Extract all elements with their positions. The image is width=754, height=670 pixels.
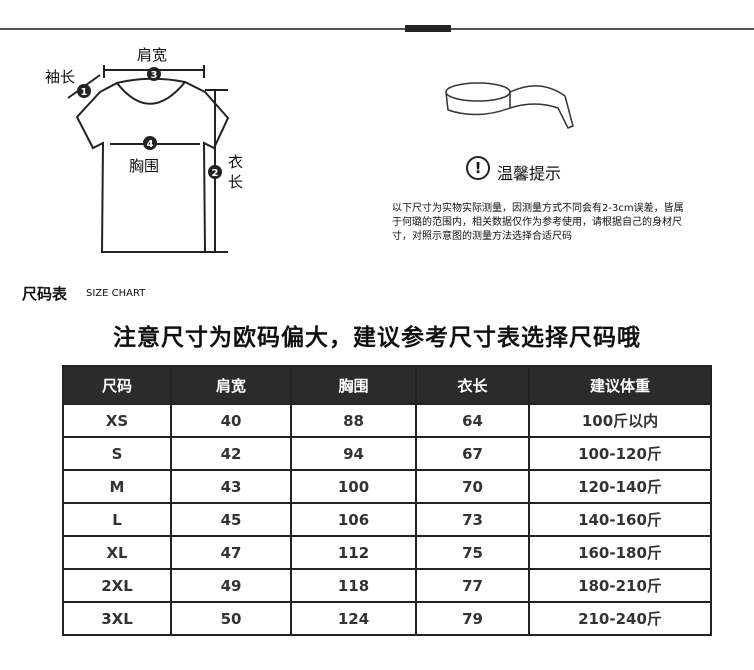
marker-3: 3 xyxy=(151,70,158,81)
table-cell: 64 xyxy=(415,403,530,438)
table-cell: 100-120斤 xyxy=(528,436,712,471)
top-divider-accent xyxy=(405,25,451,32)
table-cell: 100 xyxy=(290,469,417,504)
table-cell: 70 xyxy=(415,469,530,504)
label-shoulder: 肩宽 xyxy=(137,46,168,64)
label-chest: 胸围 xyxy=(129,157,160,175)
table-row: 3XL 50 124 79 210-240斤 xyxy=(62,601,712,636)
column-header: 肩宽 xyxy=(170,365,292,405)
tape-measure-icon xyxy=(445,82,574,129)
table-cell: 210-240斤 xyxy=(528,601,712,636)
table-row: L 45 106 73 140-160斤 xyxy=(62,502,712,537)
top-divider xyxy=(0,28,754,30)
marker-2: 2 xyxy=(212,168,219,179)
label-sleeve: 袖长 xyxy=(45,68,76,86)
table-cell: 118 xyxy=(290,568,417,603)
table-cell: 75 xyxy=(415,535,530,570)
table-cell: 120-140斤 xyxy=(528,469,712,504)
column-header: 衣长 xyxy=(415,365,530,405)
table-header-row: 尺码 肩宽 胸围 衣长 建议体重 xyxy=(62,365,712,405)
table-cell: XL xyxy=(62,535,172,570)
marker-4: 4 xyxy=(147,139,154,150)
table-cell: 2XL xyxy=(62,568,172,603)
table-cell: 88 xyxy=(290,403,417,438)
tip-title: 温馨提示 xyxy=(497,164,562,183)
table-row: 2XL 49 118 77 180-210斤 xyxy=(62,568,712,603)
table-cell: 3XL xyxy=(62,601,172,636)
table-cell: M xyxy=(62,469,172,504)
table-cell: 100斤以内 xyxy=(528,403,712,438)
table-cell: 40 xyxy=(170,403,292,438)
table-row: XS 40 88 64 100斤以内 xyxy=(62,403,712,438)
column-header: 尺码 xyxy=(62,365,172,405)
table-cell: XS xyxy=(62,403,172,438)
column-header: 胸围 xyxy=(290,365,417,405)
table-cell: 42 xyxy=(170,436,292,471)
exclamation-circle-icon: ! xyxy=(466,156,490,180)
measure-markers xyxy=(77,67,222,179)
table-cell: 106 xyxy=(290,502,417,537)
table-cell: 94 xyxy=(290,436,417,471)
table-row: S 42 94 67 100-120斤 xyxy=(62,436,712,471)
table-cell: S xyxy=(62,436,172,471)
table-cell: 180-210斤 xyxy=(528,568,712,603)
table-cell: 73 xyxy=(415,502,530,537)
section-subtitle: SIZE CHART xyxy=(86,288,146,299)
tshirt-diagram: 1 2 3 4 xyxy=(67,65,230,253)
table-cell: 47 xyxy=(170,535,292,570)
headline-notice: 注意尺寸为欧码偏大，建议参考尺寸表选择尺码哦 xyxy=(113,325,641,351)
section-title: 尺码表 xyxy=(22,285,68,303)
table-cell: 140-160斤 xyxy=(528,502,712,537)
size-table: 尺码 肩宽 胸围 衣长 建议体重 XS 40 88 64 100斤以内 S 42 94 67 100-12… xyxy=(62,365,712,636)
table-cell: 112 xyxy=(290,535,417,570)
table-cell: 50 xyxy=(170,601,292,636)
table-cell: L xyxy=(62,502,172,537)
table-cell: 67 xyxy=(415,436,530,471)
table-cell: 45 xyxy=(170,502,292,537)
table-cell: 77 xyxy=(415,568,530,603)
table-row: XL 47 112 75 160-180斤 xyxy=(62,535,712,570)
table-cell: 43 xyxy=(170,469,292,504)
table-row: M 43 100 70 120-140斤 xyxy=(62,469,712,504)
label-length-1: 衣 xyxy=(228,153,244,171)
table-cell: 160-180斤 xyxy=(528,535,712,570)
table-cell: 79 xyxy=(415,601,530,636)
column-header: 建议体重 xyxy=(528,365,712,405)
table-cell: 124 xyxy=(290,601,417,636)
table-cell: 49 xyxy=(170,568,292,603)
label-length-2: 长 xyxy=(228,173,244,191)
measurement-notice: 以下尺寸为实物实际测量，因测量方式不同会有2-3cm误差，皆属于何璐的范围内，相… xyxy=(392,203,684,242)
marker-1: 1 xyxy=(81,87,88,98)
